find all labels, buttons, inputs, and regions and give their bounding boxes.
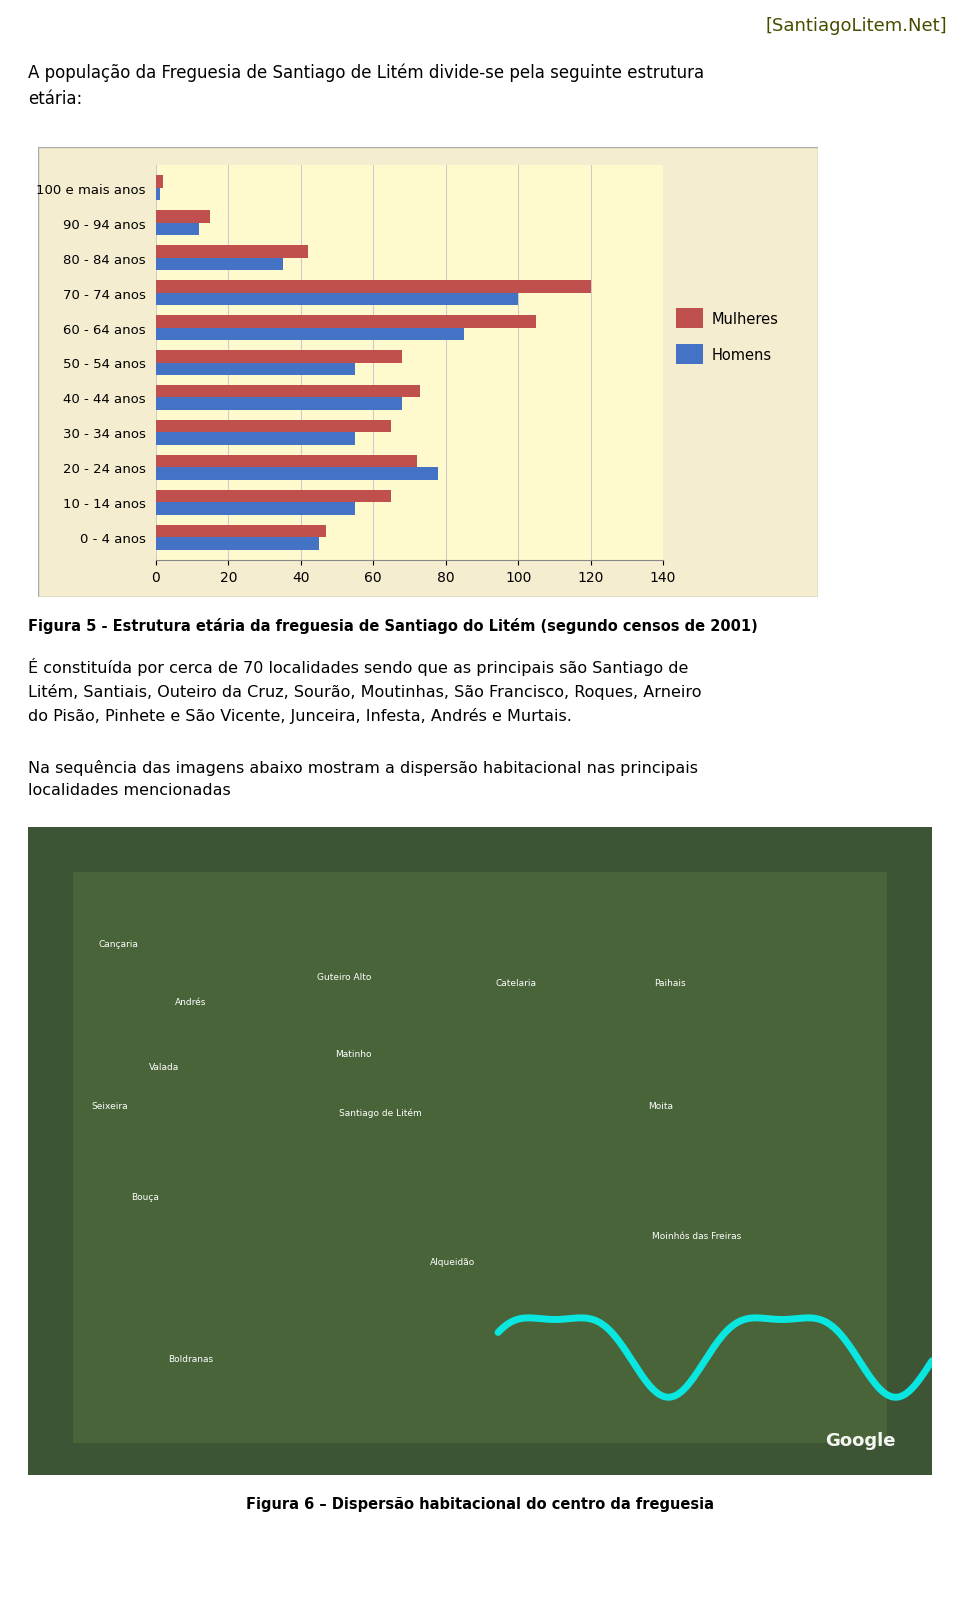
Text: Seixeira: Seixeira: [91, 1102, 128, 1110]
Text: Mulheres: Mulheres: [711, 312, 779, 326]
Bar: [156, 467, 439, 480]
FancyBboxPatch shape: [38, 148, 818, 597]
Bar: [156, 420, 392, 433]
Text: 4 de Maio de 2010: 4 de Maio de 2010: [18, 16, 221, 36]
Bar: [156, 433, 355, 445]
Text: Matinho: Matinho: [335, 1050, 372, 1058]
Text: Homens: Homens: [711, 347, 772, 362]
Bar: [156, 526, 326, 537]
Text: Moinhós das Freiras: Moinhós das Freiras: [653, 1230, 741, 1240]
Text: Andrés: Andrés: [175, 998, 206, 1006]
Bar: [156, 456, 417, 467]
Text: Paihais: Paihais: [654, 979, 685, 987]
Bar: [156, 281, 590, 294]
Text: Cançaria: Cançaria: [99, 940, 138, 948]
Text: [SantiagoLitem.Net]: [SantiagoLitem.Net]: [765, 16, 947, 36]
Text: Figura 5 - Estrutura etária da freguesia de Santiago do Litém (segundo censos de: Figura 5 - Estrutura etária da freguesia…: [28, 618, 757, 633]
Text: Boldranas: Boldranas: [168, 1354, 213, 1363]
Text: Guteiro Alto: Guteiro Alto: [317, 972, 372, 980]
Bar: [156, 328, 464, 341]
Text: É constituída por cerca de 70 localidades sendo que as principais são Santiago d: É constituída por cerca de 70 localidade…: [28, 657, 702, 724]
Text: Valada: Valada: [149, 1063, 179, 1071]
Bar: [676, 308, 703, 329]
Bar: [156, 177, 163, 188]
Bar: [156, 351, 402, 364]
Bar: [156, 386, 420, 398]
Text: Santiago de Litém: Santiago de Litém: [339, 1107, 422, 1117]
Text: Catelaria: Catelaria: [495, 979, 537, 987]
Bar: [156, 398, 402, 411]
Bar: [156, 211, 210, 224]
Text: Na sequência das imagens abaixo mostram a dispersão habitacional nas principais
: Na sequência das imagens abaixo mostram …: [28, 760, 698, 799]
Bar: [156, 294, 518, 305]
Text: Planeamento Redes Informáticas | Análise de Requisitos: Planeamento Redes Informáticas | Análise…: [29, 1587, 480, 1605]
Bar: [156, 490, 392, 503]
Bar: [156, 364, 355, 375]
Bar: [156, 503, 355, 514]
Text: 5: 5: [919, 1587, 931, 1605]
Text: Moita: Moita: [648, 1102, 673, 1110]
Text: A população da Freguesia de Santiago de Litém divide-se pela seguinte estrutura
: A população da Freguesia de Santiago de …: [28, 63, 704, 107]
Text: Alqueidão: Alqueidão: [430, 1256, 475, 1266]
Text: Bouça: Bouça: [132, 1193, 159, 1201]
Bar: [156, 188, 159, 201]
Bar: [156, 224, 200, 235]
Bar: [676, 346, 703, 365]
Bar: [156, 537, 319, 550]
Bar: [156, 258, 283, 271]
Bar: [156, 247, 308, 258]
Text: Figura 6 – Dispersão habitacional do centro da freguesia: Figura 6 – Dispersão habitacional do cen…: [246, 1496, 714, 1511]
Bar: [156, 316, 537, 328]
Text: Google: Google: [826, 1431, 896, 1449]
Bar: [73, 873, 887, 1443]
